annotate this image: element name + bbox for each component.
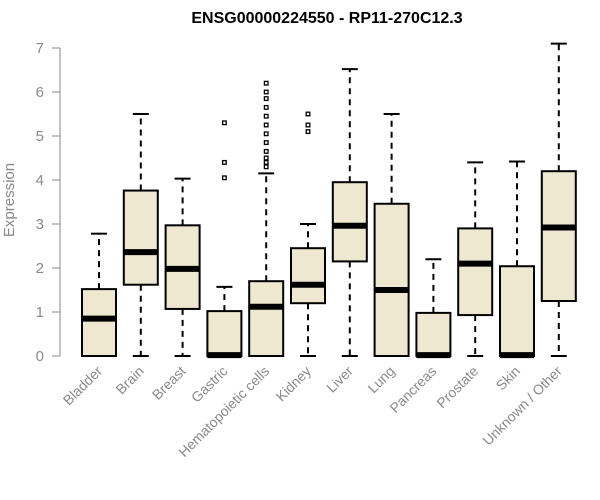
plot-area <box>81 42 577 359</box>
outlier-point <box>221 120 227 126</box>
x-tick-label: Breast <box>149 363 189 403</box>
outlier-point <box>263 164 269 170</box>
box-group <box>81 232 117 357</box>
y-tick-label: 0 <box>36 348 44 365</box>
box-group <box>122 113 159 357</box>
outlier-point <box>263 80 269 86</box>
iqr-box <box>290 247 326 305</box>
outlier-point <box>221 175 227 181</box>
outlier-point <box>263 148 269 154</box>
x-tick-label: Liver <box>323 363 356 396</box>
x-tick-label: Brain <box>112 363 146 397</box>
x-tick-label: Prostate <box>433 363 481 411</box>
outlier-point <box>263 122 269 128</box>
y-axis: 0 1 2 3 4 5 6 7 <box>36 40 61 365</box>
iqr-box <box>415 311 452 358</box>
outlier-point <box>305 122 311 128</box>
y-tick-label: 2 <box>36 260 44 277</box>
x-tick-label: Skin <box>493 363 524 394</box>
box-group <box>248 80 285 358</box>
box-group <box>206 120 243 359</box>
box-group <box>373 113 410 357</box>
outlier-point <box>263 140 269 146</box>
y-axis-label: Expression <box>1 163 18 237</box>
box-group <box>290 111 326 357</box>
box-group <box>457 161 494 357</box>
outlier-point <box>263 113 269 119</box>
outlier-point <box>263 131 269 137</box>
iqr-box <box>206 310 243 357</box>
x-tick-label: Unknown / Other <box>479 363 565 449</box>
iqr-box <box>373 202 410 357</box>
outlier-point <box>305 111 311 117</box>
box-group <box>415 258 452 359</box>
box-group <box>499 160 535 359</box>
y-tick-label: 7 <box>36 40 44 57</box>
y-tick-label: 3 <box>36 216 44 233</box>
outlier-point <box>263 96 269 102</box>
x-tick-label: Lung <box>364 363 397 396</box>
x-tick-label: Bladder <box>60 363 106 409</box>
y-tick-label: 5 <box>36 128 44 145</box>
x-tick-label: Kidney <box>273 363 315 405</box>
box-group <box>540 42 577 357</box>
iqr-box <box>457 227 494 317</box>
iqr-box <box>81 288 117 357</box>
box-group <box>164 177 201 357</box>
iqr-box <box>248 280 285 358</box>
outlier-point <box>305 129 311 135</box>
outlier-point <box>263 104 269 110</box>
outlier-point <box>263 155 269 161</box>
y-tick-label: 6 <box>36 84 44 101</box>
y-tick-label: 1 <box>36 304 44 321</box>
iqr-box <box>540 170 577 302</box>
outlier-point <box>263 159 269 165</box>
box-group <box>331 68 368 357</box>
y-tick-label: 4 <box>36 172 44 189</box>
chart-title: ENSG00000224550 - RP11-270C12.3 <box>191 10 462 27</box>
iqr-box <box>499 265 535 357</box>
outlier-point <box>221 159 227 165</box>
iqr-box <box>122 189 159 286</box>
iqr-box <box>331 181 368 263</box>
outlier-point <box>263 89 269 95</box>
